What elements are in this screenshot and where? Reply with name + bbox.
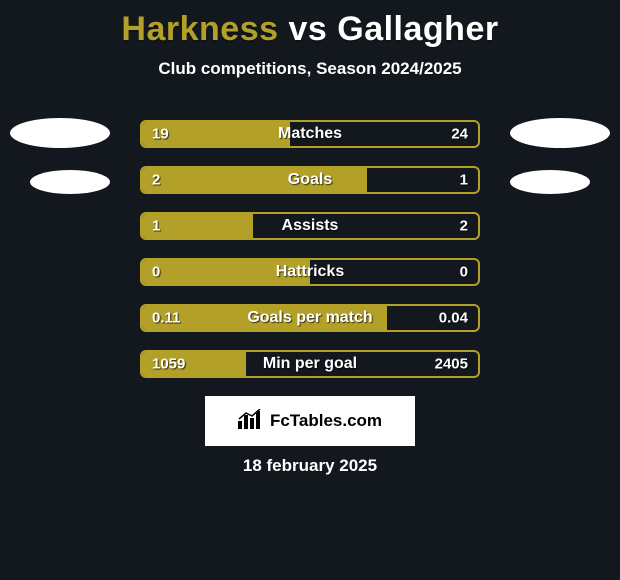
stat-row: 10592405Min per goal (140, 350, 480, 378)
stat-row: 1924Matches (140, 120, 480, 148)
club-badge-right (510, 118, 610, 148)
stat-label: Hattricks (142, 263, 478, 281)
stat-row: 00Hattricks (140, 258, 480, 286)
club-badge-left (30, 170, 110, 194)
bar-chart-icon (238, 409, 264, 434)
stat-label: Assists (142, 217, 478, 235)
player-left-name: Harkness (121, 10, 278, 48)
stat-row: 0.110.04Goals per match (140, 304, 480, 332)
brand-text: FcTables.com (270, 411, 382, 431)
brand-box: FcTables.com (205, 396, 415, 446)
date-line: 18 february 2025 (0, 456, 620, 476)
comparison-infographic: Harkness vs Gallagher Club competitions,… (0, 0, 620, 580)
club-badge-right (510, 170, 590, 194)
stat-row: 21Goals (140, 166, 480, 194)
stat-label: Goals (142, 171, 478, 189)
stat-label: Min per goal (142, 355, 478, 373)
subtitle: Club competitions, Season 2024/2025 (0, 59, 620, 79)
stat-label: Matches (142, 125, 478, 143)
stat-label: Goals per match (142, 309, 478, 327)
page-title: Harkness vs Gallagher (0, 0, 620, 49)
vs-separator: vs (288, 10, 327, 48)
stat-bars: 1924Matches 21Goals 12Assists 00Hattricks 0.… (140, 120, 480, 396)
player-right-name: Gallagher (337, 10, 498, 48)
stat-row: 12Assists (140, 212, 480, 240)
club-badge-left (10, 118, 110, 148)
